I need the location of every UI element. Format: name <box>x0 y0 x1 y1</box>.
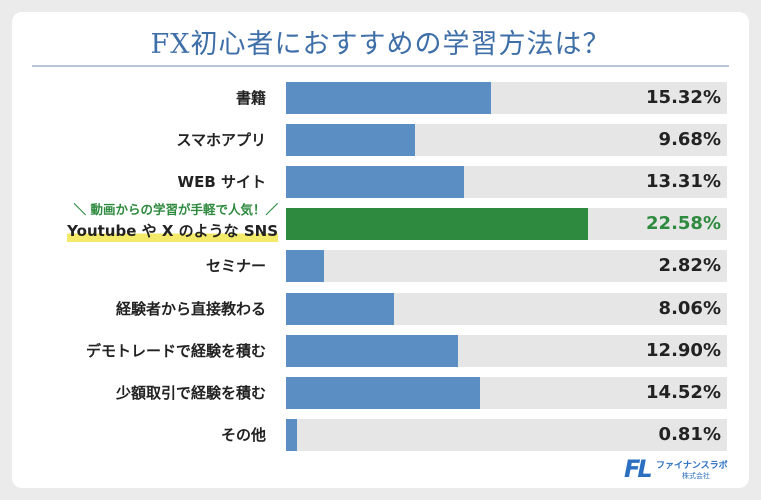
bar-row: デモトレードで経験を積む 12.90% <box>0 335 761 367</box>
bar-row: 書籍 15.32% <box>0 82 761 114</box>
bar-row: WEB サイト 13.31% <box>0 166 761 198</box>
bar-row: スマホアプリ 9.68% <box>0 124 761 156</box>
category-label: スマホアプリ <box>176 131 266 149</box>
value-label: 22.58% <box>646 213 721 234</box>
logo-mark-icon: FL <box>624 455 653 483</box>
bar-track: 22.58% <box>286 208 727 240</box>
bar-track: 2.82% <box>286 250 727 282</box>
category-label: デモトレードで経験を積む <box>85 342 266 360</box>
category-label: その他 <box>220 426 266 444</box>
category-label: 書籍 <box>235 89 266 107</box>
category-label: WEB サイト <box>177 173 266 191</box>
highlight-category-label: Youtube や X のような SNS <box>67 220 278 242</box>
value-label: 13.31% <box>646 171 721 192</box>
chart-title: FX初心者におすすめの学習方法は？ <box>150 29 611 60</box>
category-label: 少額取引で経験を積む <box>115 384 266 402</box>
bar-track: 0.81% <box>286 419 727 451</box>
bar-row: 少額取引で経験を積む 14.52% <box>0 377 761 409</box>
bar <box>286 293 394 325</box>
value-label: 14.52% <box>646 382 721 403</box>
bar <box>286 419 297 451</box>
logo-subtitle: 株式会社 <box>682 472 710 480</box>
category-label: セミナー <box>205 257 266 275</box>
bar-track: 8.06% <box>286 293 727 325</box>
bar <box>286 377 480 409</box>
bar <box>286 82 491 114</box>
bar <box>286 208 588 240</box>
highlight-label: ＼ 動画からの学習が手軽で人気！／ Youtube や X のような SNS <box>8 200 278 246</box>
bar-row: 経験者から直接教わる 8.06% <box>0 293 761 325</box>
bar-track: 9.68% <box>286 124 727 156</box>
company-logo: FL ファイナンスラボ 株式会社 <box>624 455 728 485</box>
value-label: 15.32% <box>646 87 721 108</box>
bar-row: 22.58% <box>0 208 761 240</box>
bar <box>286 250 324 282</box>
logo-name: ファイナンスラボ <box>656 461 728 471</box>
title-divider <box>32 65 729 67</box>
bar <box>286 335 458 367</box>
bar-track: 14.52% <box>286 377 727 409</box>
bar <box>286 124 415 156</box>
value-label: 0.81% <box>658 424 721 445</box>
bar-track: 15.32% <box>286 82 727 114</box>
bar-track: 13.31% <box>286 166 727 198</box>
bar <box>286 166 464 198</box>
value-label: 12.90% <box>646 340 721 361</box>
bar-row: セミナー 2.82% <box>0 250 761 282</box>
value-label: 9.68% <box>658 129 721 150</box>
value-label: 8.06% <box>658 298 721 319</box>
highlight-note: ＼ 動画からの学習が手軽で人気！／ <box>73 202 278 217</box>
category-label: 経験者から直接教わる <box>115 300 266 318</box>
bar-track: 12.90% <box>286 335 727 367</box>
bar-row: その他 0.81% <box>0 419 761 451</box>
value-label: 2.82% <box>658 255 721 276</box>
